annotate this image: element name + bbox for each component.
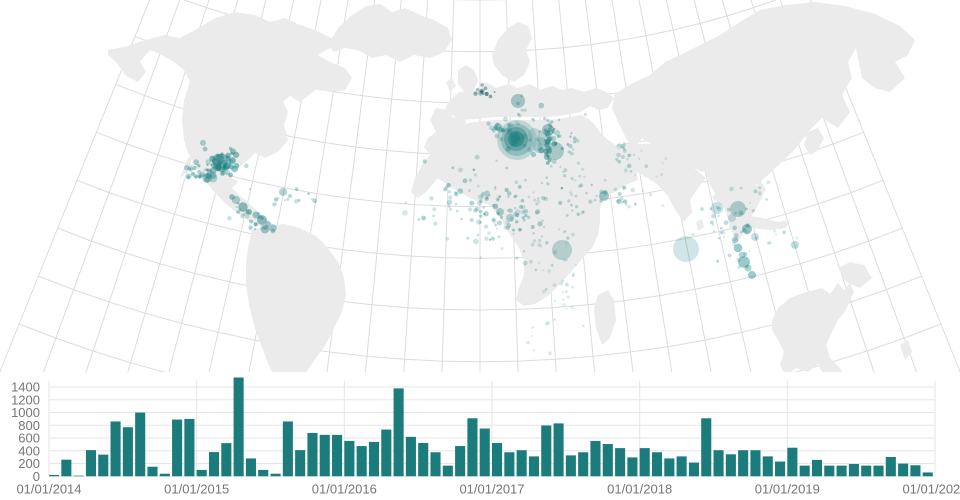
svg-text:01/01/2014: 01/01/2014 — [16, 481, 81, 496]
svg-text:01/01/2017: 01/01/2017 — [459, 481, 524, 496]
svg-text:1400: 1400 — [11, 380, 40, 395]
svg-text:01/01/2019: 01/01/2019 — [755, 481, 820, 496]
svg-text:01/01/2016: 01/01/2016 — [312, 481, 377, 496]
svg-text:01/01/2015: 01/01/2015 — [164, 481, 229, 496]
svg-text:01/01/2018: 01/01/2018 — [607, 481, 672, 496]
